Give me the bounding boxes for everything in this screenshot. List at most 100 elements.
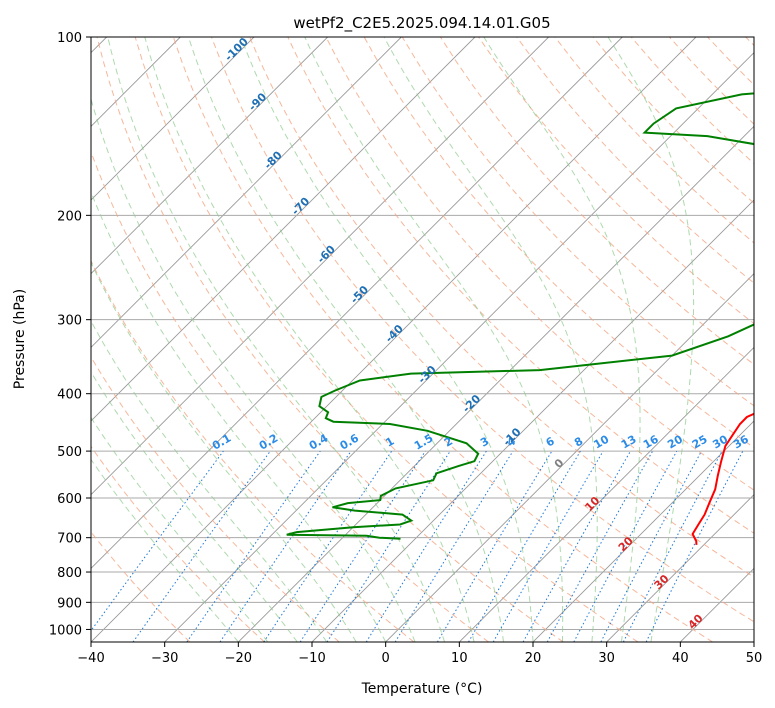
mixing-ratio-label: 6 — [544, 434, 557, 449]
y-tick-label: 800 — [57, 566, 82, 581]
isotherm-label: -30 — [415, 363, 438, 386]
dry-adiabat — [211, 37, 754, 623]
dry-adiabat — [554, 37, 754, 244]
chart-title: wetPf2_C2E5.2025.094.14.01.G05 — [293, 14, 550, 33]
mixing-ratio-label: 13 — [619, 433, 639, 452]
moist-adiabat — [304, 37, 564, 642]
mixing-ratio-label: 25 — [690, 433, 710, 452]
isotherm-line — [91, 37, 623, 569]
isotherm-line — [238, 125, 754, 642]
x-tick-label: 40 — [672, 651, 689, 666]
series-line-0 — [691, 412, 754, 545]
moist-adiabat — [107, 37, 446, 642]
isotherm-line — [459, 346, 754, 642]
dry-adiabat — [669, 37, 754, 125]
x-tick-label: −10 — [298, 651, 325, 666]
dry-adiabat — [287, 37, 754, 534]
dry-adiabat — [630, 37, 754, 165]
isotherm-label: -10 — [500, 425, 523, 448]
moist-adiabat — [483, 37, 641, 642]
mixing-ratio-label: 36 — [731, 432, 751, 451]
isotherm-line — [164, 52, 754, 642]
mixing-ratio-label: 0.4 — [307, 431, 331, 452]
mixing-ratio-label: 0.1 — [210, 432, 233, 453]
dry-adiabat — [172, 37, 713, 642]
y-axis-label: Pressure (hPa) — [12, 289, 28, 389]
moist-adiabat — [91, 261, 357, 642]
mixing-ratio-label: 1.5 — [412, 432, 435, 453]
mixing-ratio-line — [546, 450, 654, 642]
x-axis-label: Temperature (°C) — [361, 681, 483, 697]
isotherm-label: -20 — [460, 392, 483, 415]
mixing-ratio-label: 16 — [641, 432, 661, 451]
x-tick-label: −20 — [225, 651, 252, 666]
mixing-ratio-label: 1 — [383, 435, 396, 450]
moist-adiabat — [91, 190, 387, 642]
dry-adiabat — [745, 37, 754, 47]
isotherm-line — [91, 37, 476, 422]
mixing-ratio-line — [91, 450, 224, 632]
series-line-1 — [286, 92, 754, 540]
dry-adiabat — [91, 259, 415, 642]
y-tick-label: 900 — [57, 596, 82, 611]
isotherm-label: -90 — [246, 90, 269, 113]
mixing-ratio-line — [522, 450, 631, 642]
isotherm-line — [311, 199, 754, 642]
isotherm-line — [680, 567, 754, 642]
y-tick-label: 300 — [57, 314, 82, 329]
mixing-ratio-line — [219, 450, 352, 642]
x-tick-label: 0 — [382, 651, 390, 666]
mixing-ratio-label: 30 — [710, 432, 730, 451]
dry-adiabat — [91, 356, 340, 642]
y-tick-label: 1000 — [49, 623, 82, 638]
isotherm-line — [385, 273, 754, 642]
isotherm-line — [532, 420, 754, 642]
moist-adiabat — [91, 320, 328, 642]
dry-adiabat — [96, 37, 564, 642]
moist-adiabat — [240, 37, 534, 642]
x-tick-label: −30 — [151, 651, 178, 666]
dry-adiabat — [516, 37, 754, 284]
dry-adiabat — [91, 150, 489, 642]
y-tick-label: 500 — [57, 445, 82, 460]
isotherm-line — [91, 37, 328, 275]
mixing-ratio-line — [263, 450, 393, 642]
mixing-ratio-line — [573, 450, 678, 642]
x-tick-label: 10 — [451, 651, 468, 666]
isotherm-label: -60 — [315, 242, 338, 265]
dry-adiabat — [91, 445, 265, 642]
isotherm-line — [753, 641, 754, 642]
x-tick-label: 50 — [746, 651, 763, 666]
isotherm-line — [606, 494, 754, 642]
isotherm-label: 40 — [686, 612, 706, 632]
y-tick-label: 200 — [57, 209, 82, 224]
y-tick-label: 600 — [57, 492, 82, 507]
moist-adiabat — [91, 416, 269, 642]
moist-adiabat — [91, 97, 416, 642]
isotherm-line — [91, 37, 697, 642]
isotherm-label: -80 — [262, 148, 285, 171]
mixing-ratio-line — [186, 450, 321, 642]
mixing-ratio-line — [365, 450, 487, 642]
dry-adiabat — [134, 37, 639, 642]
isotherm-line — [91, 37, 402, 348]
x-tick-label: 30 — [598, 651, 615, 666]
isotherm-label: 10 — [582, 494, 602, 514]
y-tick-label: 100 — [57, 31, 82, 46]
moist-adiabat — [607, 37, 695, 642]
x-tick-label: 20 — [525, 651, 542, 666]
isotherm-label: -70 — [289, 194, 312, 217]
mixing-ratio-line — [132, 450, 271, 642]
moist-adiabat — [91, 458, 239, 642]
isotherm-label: 20 — [616, 534, 636, 554]
moist-adiabat — [144, 37, 475, 642]
isotherm-line — [91, 37, 549, 496]
mixing-ratio-label: 10 — [592, 432, 612, 451]
mixing-ratio-line — [468, 450, 581, 642]
y-tick-label: 700 — [57, 532, 82, 547]
y-tick-label: 400 — [57, 388, 82, 403]
isotherm-line — [91, 37, 255, 201]
mixing-ratio-line — [645, 450, 744, 642]
moist-adiabat — [91, 370, 298, 642]
